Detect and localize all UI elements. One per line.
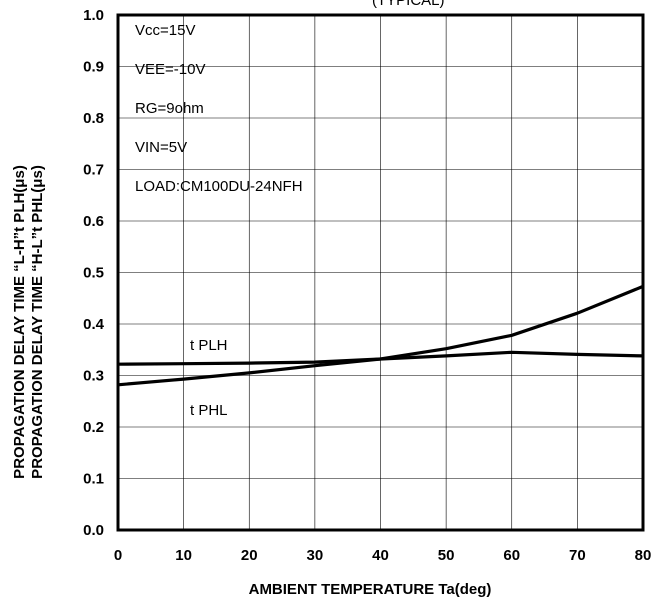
x-tick-label: 80 — [635, 547, 652, 564]
condition-vee: VEE=-10V — [135, 61, 205, 78]
y-tick-label: 0.3 — [83, 368, 104, 385]
condition-vcc: Vcc=15V — [135, 22, 195, 39]
x-tick-label: 50 — [438, 547, 455, 564]
condition-load: LOAD:CM100DU-24NFH — [135, 178, 303, 195]
condition-rg: RG=9ohm — [135, 100, 204, 117]
x-tick-label: 10 — [175, 547, 192, 564]
x-tick-label: 60 — [503, 547, 520, 564]
y-tick-label: 0.1 — [83, 471, 104, 488]
condition-vin: VIN=5V — [135, 139, 187, 156]
series-group — [117, 284, 644, 387]
series-label-tplh: t PLH — [190, 337, 228, 354]
y-tick-label: 1.0 — [83, 7, 104, 24]
y-tick-labels: 0.0 0.1 0.2 0.3 0.4 0.5 0.6 0.7 0.8 0.9 1.0 — [83, 7, 105, 539]
y-tick-label: 0.5 — [83, 265, 104, 282]
y-tick-label: 0.0 — [83, 522, 104, 539]
y-tick-label: 0.7 — [83, 162, 104, 179]
y-tick-label: 0.2 — [83, 419, 104, 436]
conditions-box: Vcc=15V VEE=-10V RG=9ohm VIN=5V LOAD:CM1… — [135, 22, 303, 195]
x-tick-labels: 0 10 20 30 40 50 60 70 80 — [114, 547, 652, 564]
x-tick-label: 0 — [114, 547, 122, 564]
gridlines — [118, 15, 643, 530]
y-tick-label: 0.4 — [83, 316, 105, 333]
y-tick-label: 0.8 — [83, 110, 104, 127]
plot-frame — [116, 13, 645, 532]
series-label-tphl: t PHL — [190, 402, 228, 419]
x-tick-label: 30 — [307, 547, 324, 564]
y-tick-label: 0.9 — [83, 59, 104, 76]
y-axis-title: PROPAGATION DELAY TIME “L-H”t PLH(μs) PR… — [11, 165, 46, 479]
y-tick-label: 0.6 — [83, 213, 104, 230]
x-tick-label: 70 — [569, 547, 586, 564]
x-tick-label: 20 — [241, 547, 258, 564]
series-line-tphl — [117, 284, 644, 387]
x-tick-label: 40 — [372, 547, 389, 564]
x-axis-title: AMBIENT TEMPERATURE Ta(deg) — [249, 581, 492, 598]
chart-title: (TYPICAL) — [372, 0, 445, 9]
y-axis-title-line-2: PROPAGATION DELAY TIME “H-L”t PHL(μs) — [29, 165, 46, 479]
y-axis-title-line-1: PROPAGATION DELAY TIME “L-H”t PLH(μs) — [11, 165, 28, 479]
